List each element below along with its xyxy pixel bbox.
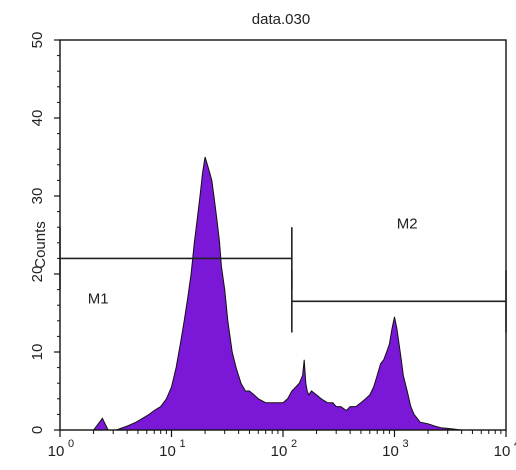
x-tick-exponent-1: 1 — [179, 438, 185, 450]
y-tick-label-20: 20 — [29, 266, 46, 283]
plot-area: 01020304050100101102103104M1M2 — [29, 32, 516, 460]
x-tick-label-3: 10 — [382, 443, 399, 460]
x-tick-exponent-4: 4 — [514, 438, 516, 450]
plot-frame — [59, 39, 507, 431]
y-tick-label-50: 50 — [29, 32, 46, 49]
x-tick-exponent-0: 0 — [68, 438, 74, 450]
marker-label-m2: M2 — [397, 215, 418, 232]
y-tick-label-40: 40 — [29, 110, 46, 127]
x-tick-label-2: 10 — [271, 443, 288, 460]
x-tick-label-1: 10 — [159, 443, 176, 460]
y-tick-label-30: 30 — [29, 188, 46, 205]
marker-label-m1: M1 — [88, 290, 109, 307]
x-tick-exponent-2: 2 — [291, 438, 297, 450]
x-tick-label-4: 10 — [494, 443, 511, 460]
y-tick-label-10: 10 — [29, 344, 46, 361]
chart-title: data.030 — [252, 11, 310, 28]
x-tick-label-0: 10 — [48, 443, 65, 460]
x-tick-exponent-3: 3 — [402, 438, 408, 450]
y-axis-label: Counts — [32, 221, 49, 269]
histogram-area — [60, 156, 506, 431]
y-tick-label-0: 0 — [29, 426, 46, 434]
